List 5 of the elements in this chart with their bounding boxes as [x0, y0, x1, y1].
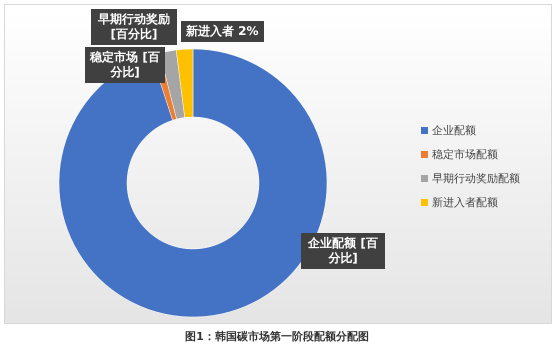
data-label: 新进入者 2%	[181, 21, 264, 42]
data-label: 企业配额 [百分比]	[301, 233, 385, 269]
data-label: 早期行动奖励 [百分比]	[91, 9, 177, 45]
caption: 图1：韩国碳市场第一阶段配额分配图	[184, 329, 370, 344]
data-label: 稳定市场 [百分比]	[85, 47, 165, 83]
